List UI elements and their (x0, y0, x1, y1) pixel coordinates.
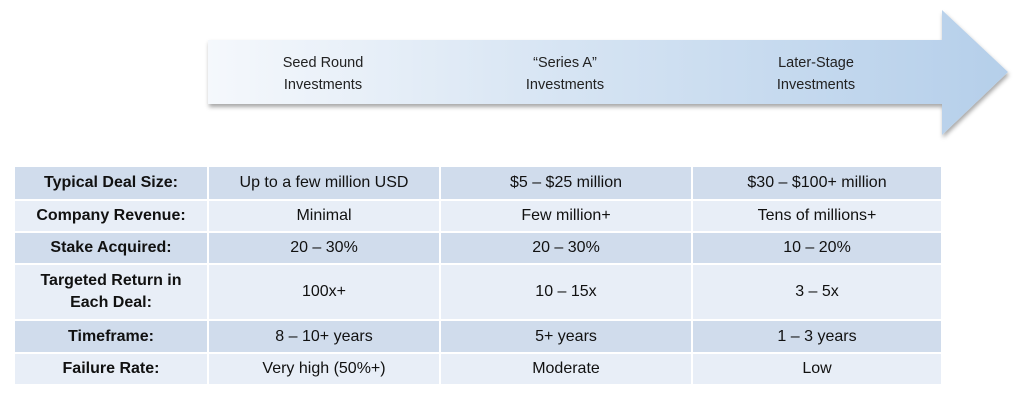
cell-series-a: Moderate (440, 353, 693, 386)
cell-series-a: $5 – $25 million (440, 167, 693, 201)
stage-label-line1: “Series A” (533, 55, 597, 71)
row-header: Failure Rate: (15, 353, 209, 386)
cell-later-stage: 3 – 5x (692, 264, 941, 321)
stage-series-a: “Series A” Investments (465, 52, 665, 96)
cell-seed: Very high (50%+) (208, 353, 441, 386)
table-row-timeframe: Timeframe: 8 – 10+ years 5+ years 1 – 3 … (15, 320, 941, 354)
stage-label-line2: Investments (776, 77, 856, 93)
cell-series-a: 20 – 30% (440, 232, 693, 265)
stage-later-stage: Later-Stage Investments (716, 52, 916, 96)
stage-label-line2: Investments (283, 77, 363, 93)
investment-comparison-table: Typical Deal Size: Up to a few million U… (15, 167, 941, 386)
table-row-revenue: Company Revenue: Minimal Few million+ Te… (15, 200, 941, 233)
cell-seed: 8 – 10+ years (208, 320, 441, 354)
table-row-targeted-return: Targeted Return in Each Deal: 100x+ 10 –… (15, 264, 941, 321)
cell-later-stage: Low (692, 353, 941, 386)
cell-later-stage: $30 – $100+ million (692, 167, 941, 201)
table-row-stake: Stake Acquired: 20 – 30% 20 – 30% 10 – 2… (15, 232, 941, 265)
cell-series-a: 10 – 15x (440, 264, 693, 321)
cell-series-a: Few million+ (440, 200, 693, 233)
row-header: Timeframe: (15, 320, 209, 354)
table-row-failure-rate: Failure Rate: Very high (50%+) Moderate … (15, 353, 941, 386)
cell-seed: 20 – 30% (208, 232, 441, 265)
row-header: Typical Deal Size: (15, 167, 209, 201)
cell-series-a: 5+ years (440, 320, 693, 354)
cell-later-stage: 10 – 20% (692, 232, 941, 265)
stage-label-line1: Seed Round (282, 55, 364, 71)
stage-label-line1: Later-Stage (778, 55, 854, 71)
cell-later-stage: Tens of millions+ (692, 200, 941, 233)
investment-stage-arrow: Seed Round Investments “Series A” Invest… (0, 0, 1024, 150)
cell-later-stage: 1 – 3 years (692, 320, 941, 354)
row-header: Targeted Return in Each Deal: (15, 264, 209, 321)
stage-label-line2: Investments (525, 77, 605, 93)
table-row-deal-size: Typical Deal Size: Up to a few million U… (15, 167, 941, 201)
arrow-shape (208, 10, 1008, 135)
row-header: Stake Acquired: (15, 232, 209, 265)
stage-seed-round: Seed Round Investments (223, 52, 423, 96)
cell-seed: 100x+ (208, 264, 441, 321)
row-header: Company Revenue: (15, 200, 209, 233)
cell-seed: Minimal (208, 200, 441, 233)
cell-seed: Up to a few million USD (208, 167, 441, 201)
